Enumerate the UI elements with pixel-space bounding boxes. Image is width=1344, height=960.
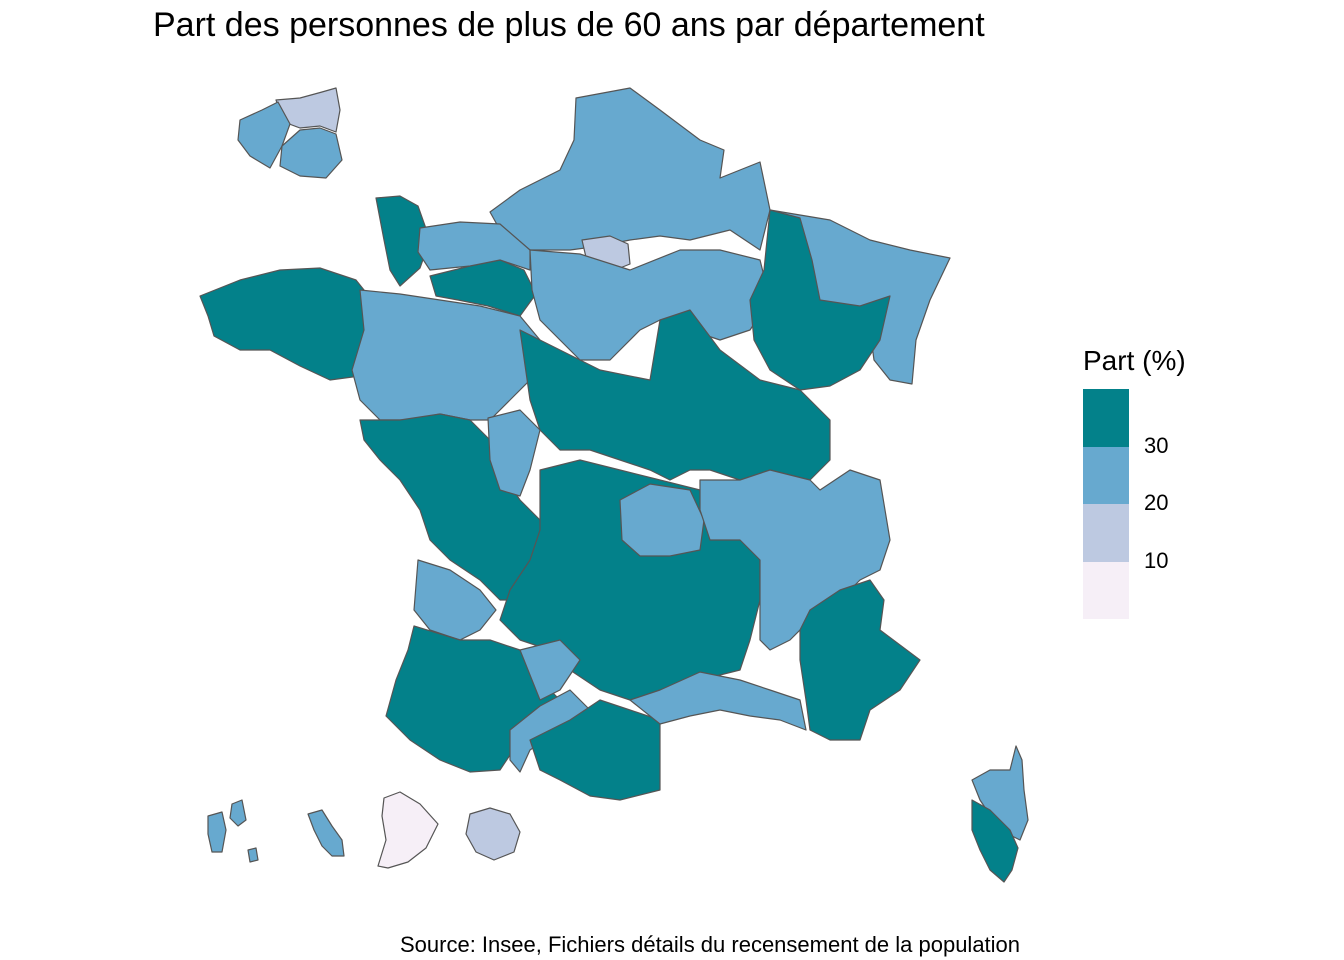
region-midi-blue[interactable] (519, 639, 581, 701)
region-idf-paris[interactable] (275, 87, 341, 133)
legend-tick-10: 10 (1144, 548, 1169, 573)
legend-swatch-low (1083, 504, 1129, 562)
region-auvergne-blue[interactable] (619, 483, 705, 557)
region-aquitaine-blue[interactable] (413, 559, 497, 641)
region-east-paris-blue[interactable] (529, 249, 771, 361)
source-caption: Source: Insee, Fichiers détails du recen… (400, 932, 1021, 957)
region-poitou-blue[interactable] (487, 409, 541, 497)
legend-title: Part (%) (1083, 345, 1186, 376)
legend: Part (%) 30 20 10 (1083, 345, 1186, 619)
mainland (199, 87, 951, 801)
legend-swatch-lowest (1083, 561, 1129, 619)
region-north-blue[interactable] (489, 87, 771, 251)
region-martinique[interactable] (307, 809, 345, 857)
legend-swatch-mid (1083, 446, 1129, 504)
region-occitanie-teal[interactable] (529, 699, 661, 801)
region-languedoc-blue[interactable] (629, 671, 807, 731)
map-title: Part des personnes de plus de 60 ans par… (153, 6, 985, 44)
region-normandy-teal[interactable] (375, 195, 431, 287)
legend-tick-20: 20 (1144, 490, 1169, 515)
region-brittany-teal[interactable] (199, 267, 373, 381)
region-alps-teal[interactable] (799, 579, 921, 741)
region-guadeloupe[interactable] (207, 799, 259, 863)
region-idf-south[interactable] (279, 127, 343, 179)
region-guyane[interactable] (377, 791, 439, 869)
idf-inset (237, 87, 343, 179)
corsica (971, 745, 1029, 883)
region-normandy-blue[interactable] (417, 221, 531, 271)
region-corsica-south[interactable] (971, 799, 1019, 883)
overseas-insets (207, 791, 521, 869)
legend-colorbar: 30 20 10 (1083, 389, 1168, 619)
region-reunion[interactable] (465, 807, 521, 861)
legend-tick-30: 30 (1144, 433, 1169, 458)
region-grand-est-teal[interactable] (749, 209, 891, 391)
legend-swatch-high (1083, 389, 1129, 447)
